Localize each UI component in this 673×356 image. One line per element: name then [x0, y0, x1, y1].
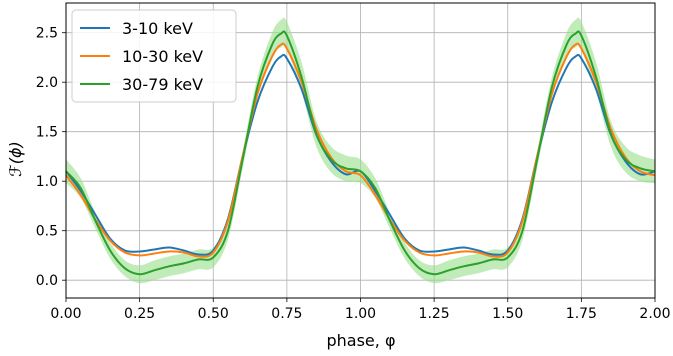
x-tick-label: 0.50	[198, 306, 229, 322]
x-axis-label: phase, φ	[326, 331, 395, 350]
legend: 3-10 keV 10-30 keV 30-79 keV	[71, 9, 237, 103]
legend-frame	[71, 9, 237, 103]
x-tick-label: 1.75	[566, 306, 597, 322]
x-tick-label: 0.75	[271, 306, 302, 322]
x-tick-label: 0.00	[50, 306, 81, 322]
y-tick-label: 0.0	[36, 273, 58, 289]
y-tick-label: 2.5	[36, 26, 58, 42]
x-tick-label: 0.25	[124, 306, 155, 322]
x-tick-label: 1.25	[419, 306, 450, 322]
ticks: 0.00 0.25 0.50 0.75 1.00 1.25 1.50 1.75 2.00 0.0 0…	[36, 26, 671, 322]
x-tick-label: 1.00	[345, 306, 376, 322]
y-tick-label: 1.5	[36, 125, 58, 141]
x-tick-label: 2.00	[639, 306, 670, 322]
legend-label-30-79: 30-79 keV	[122, 75, 203, 94]
y-axis-label: ℱ(ϕ)	[6, 141, 25, 177]
x-tick-label: 1.50	[492, 306, 523, 322]
legend-label-3-10: 3-10 keV	[122, 19, 193, 38]
legend-label-10-30: 10-30 keV	[122, 47, 203, 66]
line-series-1	[65, 42, 656, 258]
line-series-2	[65, 30, 656, 276]
y-tick-label: 1.0	[36, 174, 58, 190]
y-tick-label: 2.0	[36, 75, 58, 91]
y-tick-label: 0.5	[36, 224, 58, 240]
series-lines	[65, 30, 656, 276]
